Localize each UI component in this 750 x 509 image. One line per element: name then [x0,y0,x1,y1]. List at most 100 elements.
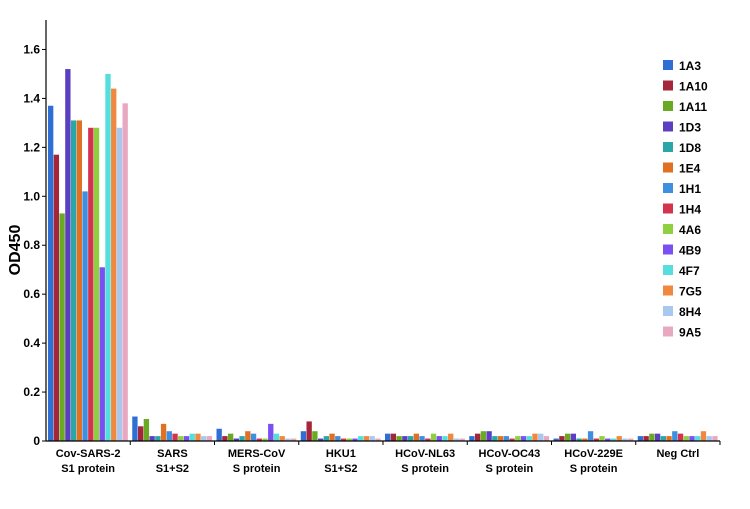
bar [195,433,201,441]
bar [256,438,262,441]
y-tick-label: 0.4 [23,336,40,350]
bar [300,431,307,441]
bar [285,438,291,441]
bar [155,436,161,441]
legend-label: 1H1 [679,182,701,196]
x-tick-label: MERS-CoV [228,448,286,460]
bar [654,433,661,441]
legend-swatch [663,101,673,111]
bar [375,438,381,441]
y-tick-label: 0.6 [23,287,40,301]
bar [76,120,82,441]
bar [677,433,684,441]
bar [390,433,397,441]
bar [262,438,268,441]
bar [122,103,128,441]
bar [160,423,167,441]
bar [436,436,442,441]
bar [402,436,408,441]
legend-label: 1H4 [679,203,701,217]
bar [346,438,352,441]
legend-swatch [663,121,673,132]
bar [279,436,285,441]
bar [474,433,481,441]
bar [352,438,358,441]
y-tick-label: 1.6 [23,42,40,56]
x-tick-label: S1 protein [61,463,115,475]
bar [82,191,88,441]
bar [189,433,195,441]
bar [291,438,297,441]
bar [70,120,77,441]
bar [178,436,184,441]
legend-label: 1D8 [679,141,701,155]
legend-swatch [663,326,673,337]
bar [306,421,312,441]
bar [385,433,391,441]
bar [323,436,330,441]
bar [149,436,155,441]
bar [317,438,324,441]
bar [683,436,689,441]
y-tick-label: 1.0 [23,189,40,203]
x-tick-label: S protein [233,463,281,475]
bar [695,436,701,441]
bar [335,436,341,441]
bar [526,436,532,441]
y-tick-label: 0.8 [23,238,40,252]
bar [520,436,527,441]
bar [712,436,718,441]
bar [509,438,515,441]
legend-swatch [663,306,673,316]
bar [448,433,454,441]
bar [201,436,207,441]
x-tick-label: HKU1 [326,448,356,460]
axes-group [45,20,720,442]
bar [453,438,460,441]
y-tick-label: 0.2 [23,385,40,399]
bar [689,436,695,441]
y-ticks-group: 0 0.2 0.4 0.6 0.8 1.0 1.2 1.4 1.6 [23,42,46,448]
bar [413,433,419,441]
legend-label: 8H4 [679,305,701,319]
legend-swatch [663,203,673,214]
bar [239,436,245,441]
legend-label: 4A6 [679,223,701,237]
bar [480,431,487,441]
bar [587,431,594,441]
bar [329,433,335,441]
bar [649,433,655,441]
bar [486,431,492,441]
bar [340,438,347,441]
bar [59,213,65,441]
legend-label: 1A10 [679,80,708,94]
bar [206,436,213,441]
bar [53,154,60,441]
x-tick-label: S protein [486,463,534,475]
legend-swatch [663,285,673,296]
legend-swatch [663,183,673,193]
bar [700,431,707,441]
bar [610,438,617,441]
legend: 1A3 1A10 1A11 1D3 1D8 1E4 1H1 1H4 4A6 4B9 4F7 7G5 8H… [663,59,708,340]
legend-label: 7G5 [679,285,702,299]
bar [419,436,425,441]
bar [245,431,251,441]
bar [216,428,222,441]
x-tick-label: SARS [157,448,188,460]
x-tick-label: S1+S2 [324,463,357,475]
bar [616,436,622,441]
bar [227,433,234,441]
bar [637,436,644,441]
bar [622,438,628,441]
legend-swatch [663,142,673,152]
bar [706,436,712,441]
legend-label: 1A3 [679,59,701,73]
legend-swatch [663,265,673,275]
bar [599,436,605,441]
bar [166,431,172,441]
bar [564,433,571,441]
bar [593,438,599,441]
legend-label: 4F7 [679,264,700,278]
